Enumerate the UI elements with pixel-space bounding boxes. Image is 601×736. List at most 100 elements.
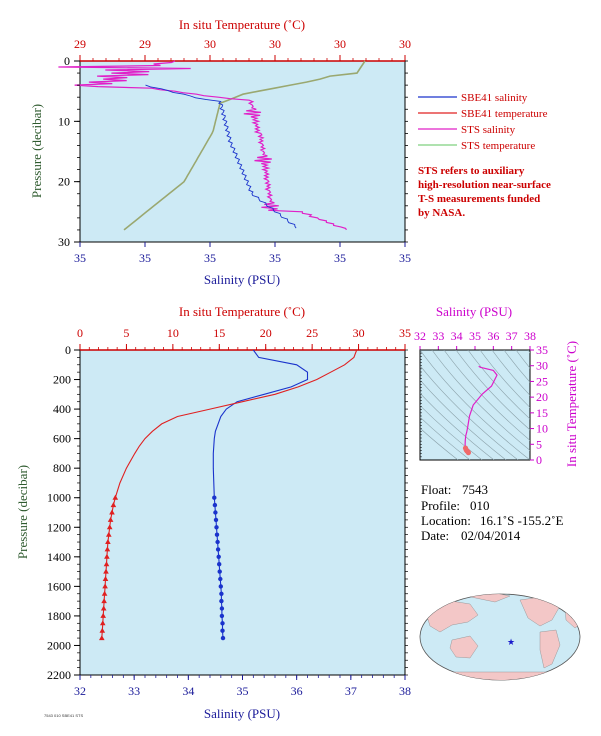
sts-note-line-4: by NASA. — [418, 207, 465, 219]
temperature-data-point — [112, 494, 119, 500]
ts-deep-point — [465, 450, 471, 456]
full-profile-bottom-tick-label: 35 — [237, 684, 249, 698]
full-profile-top-tick-label: 25 — [306, 326, 318, 340]
temperature-data-point — [102, 583, 108, 589]
full-profile-top-tick-label: 0 — [77, 326, 83, 340]
ts-top-axis-title: Salinity (PSU) — [436, 304, 512, 319]
salinity-data-point — [212, 502, 218, 508]
location-value: 16.1˚S -155.2˚E — [480, 513, 563, 528]
salinity-data-point — [219, 606, 225, 611]
sts-temperature-line — [123, 60, 366, 231]
float-label: Float: — [421, 482, 451, 497]
full-profile-panel: In situ Temperature (˚C) 0 5 10 15 20 25 30 35 … — [15, 304, 411, 721]
sts-salinity-line — [58, 60, 347, 231]
salinity-data-point — [220, 621, 225, 626]
temperature-data-point — [103, 561, 110, 567]
ts-top-tick-label: 37 — [506, 329, 518, 343]
salinity-data-point — [215, 539, 220, 545]
map-land-south-america — [539, 629, 561, 669]
full-profile-y-tick-label: 1000 — [47, 491, 71, 505]
near-surface-top-tick-label: 30 — [399, 37, 411, 51]
ts-plot-area — [419, 349, 531, 461]
legend-label-sts-temperature: STS temperature — [461, 140, 535, 152]
near-surface-y-tick-label: 20 — [58, 175, 70, 189]
temperature-data-point — [106, 531, 112, 537]
temperature-data-point — [107, 516, 114, 522]
legend-label-sts-salinity: STS salinity — [461, 124, 516, 136]
temperature-data-point — [106, 524, 113, 530]
salinity-data-point — [220, 635, 226, 641]
full-profile-curves — [99, 349, 358, 641]
ts-right-tick-label: 15 — [536, 406, 548, 420]
temperature-data-point — [105, 539, 111, 544]
full-profile-y-tick-label: 1400 — [47, 550, 71, 564]
full-profile-y-ticks: 0 200 400 600 800 1000 1200 1400 1600 1800 2000 220… — [47, 343, 408, 682]
full-profile-y-tick-label: 400 — [53, 402, 71, 416]
near-surface-top-tick-label: 30 — [204, 37, 216, 51]
float-value: 7543 — [462, 482, 488, 497]
temperature-data-point — [109, 509, 115, 515]
near-surface-bottom-tick-label: 35 — [139, 251, 151, 265]
isopycnal-contour — [479, 350, 530, 408]
near-surface-plot-area — [79, 60, 406, 243]
temperature-data-point — [103, 568, 109, 574]
full-profile-y-tick-label: 0 — [65, 343, 71, 357]
ts-isopycnals — [420, 350, 530, 460]
near-surface-bottom-tick-label: 35 — [334, 251, 346, 265]
isopycnal-contour — [491, 350, 530, 396]
near-surface-bottom-tick-label: 35 — [269, 251, 281, 265]
near-surface-y-tick-label: 0 — [64, 54, 70, 68]
map-land-australia — [449, 635, 479, 659]
full-profile-top-tick-label: 15 — [213, 326, 225, 340]
salinity-data-point — [219, 591, 224, 596]
isopycnal-contour — [455, 350, 530, 431]
full-profile-top-tick-label: 5 — [123, 326, 129, 340]
legend-label-sbe41-salinity: SBE41 salinity — [461, 92, 528, 104]
near-surface-bottom-tick-label: 35 — [204, 251, 216, 265]
near-surface-y-axis-title: Pressure (decibar) — [29, 104, 44, 198]
temperature-data-point — [104, 546, 111, 552]
near-surface-bottom-tick-label: 35 — [399, 251, 411, 265]
full-profile-y-axis-title: Pressure (decibar) — [15, 465, 30, 559]
sbe41-salinity-line — [145, 84, 297, 229]
temperature-data-point — [100, 605, 107, 611]
ts-right-axis-title: In situ Temperature (˚C) — [564, 341, 579, 467]
full-profile-bottom-tick-label: 37 — [345, 684, 357, 698]
near-surface-bottom-ticks: 35 35 35 35 35 35 — [74, 242, 411, 265]
legend-label-sbe41-temperature: SBE41 temperature — [461, 108, 548, 120]
ts-top-tick-label: 32 — [414, 329, 426, 343]
full-profile-y-tick-label: 1800 — [47, 609, 71, 623]
near-surface-curves — [58, 60, 366, 231]
ts-curves — [462, 365, 498, 456]
ts-right-tick-label: 10 — [536, 422, 548, 436]
near-surface-y-tick-label: 30 — [58, 235, 70, 249]
full-profile-bottom-tick-label: 36 — [291, 684, 303, 698]
salinity-data-point — [212, 495, 217, 500]
ts-top-tick-label: 34 — [451, 329, 463, 343]
profile-value: 010 — [470, 498, 490, 513]
temperature-data-point — [101, 598, 107, 604]
near-surface-top-tick-label: 29 — [74, 37, 86, 51]
salinity-data-point — [216, 554, 221, 559]
ts-right-tick-label: 25 — [536, 374, 548, 388]
near-surface-top-tick-label: 30 — [269, 37, 281, 51]
ts-top-tick-label: 35 — [469, 329, 481, 343]
sts-note-line-1: STS refers to auxiliary — [418, 165, 525, 177]
full-profile-bottom-tick-label: 38 — [399, 684, 411, 698]
isopycnal-contour — [420, 416, 471, 460]
full-profile-y-tick-label: 1600 — [47, 579, 71, 593]
full-profile-y-tick-label: 200 — [53, 373, 71, 387]
full-profile-top-tick-label: 30 — [353, 326, 365, 340]
full-profile-bottom-ticks: 32 33 34 35 36 37 38 — [74, 675, 411, 698]
near-surface-top-axis-title: In situ Temperature (˚C) — [179, 17, 305, 32]
ts-top-tick-label: 38 — [524, 329, 536, 343]
temperature-data-point — [104, 553, 110, 559]
near-surface-panel: In situ Temperature (˚C) 29 29 30 30 30 30 0 1… — [29, 17, 411, 287]
near-surface-bottom-axis-title: Salinity (PSU) — [204, 272, 280, 287]
date-label: Date: — [421, 528, 449, 543]
isopycnal-contour — [420, 427, 459, 460]
ts-right-tick-label: 5 — [536, 437, 542, 451]
